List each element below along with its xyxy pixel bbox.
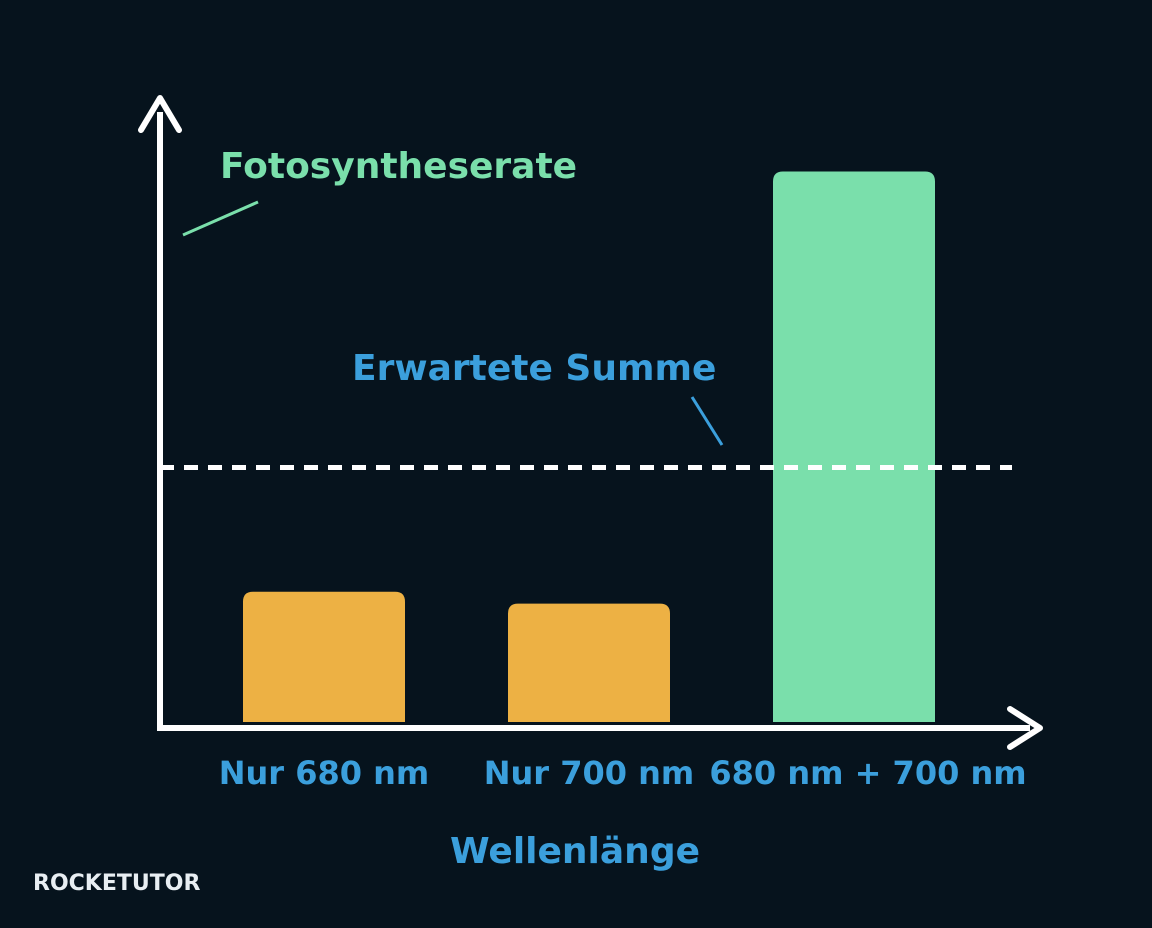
y-axis-arrow bbox=[138, 95, 182, 133]
x-axis-arrow bbox=[1007, 706, 1043, 750]
bar bbox=[508, 603, 670, 722]
leader-line bbox=[182, 200, 259, 237]
bar bbox=[773, 171, 935, 722]
leader-line bbox=[690, 396, 724, 446]
x-tick-label: Nur 700 nm bbox=[484, 754, 695, 792]
bar bbox=[243, 591, 405, 722]
reference-label: Erwartete Summe bbox=[352, 348, 716, 389]
x-tick-label: 680 nm + 700 nm bbox=[709, 754, 1026, 792]
y-axis-label: Fotosyntheserate bbox=[220, 146, 577, 187]
x-tick-label: Nur 680 nm bbox=[219, 754, 430, 792]
marks: Nur 680 nm Nur 700 nm 680 nm + 700 nm Erwar… bbox=[160, 171, 1027, 792]
x-axis-label: Wellenlänge bbox=[450, 831, 700, 872]
watermark: ROCKETUTOR bbox=[33, 871, 200, 896]
